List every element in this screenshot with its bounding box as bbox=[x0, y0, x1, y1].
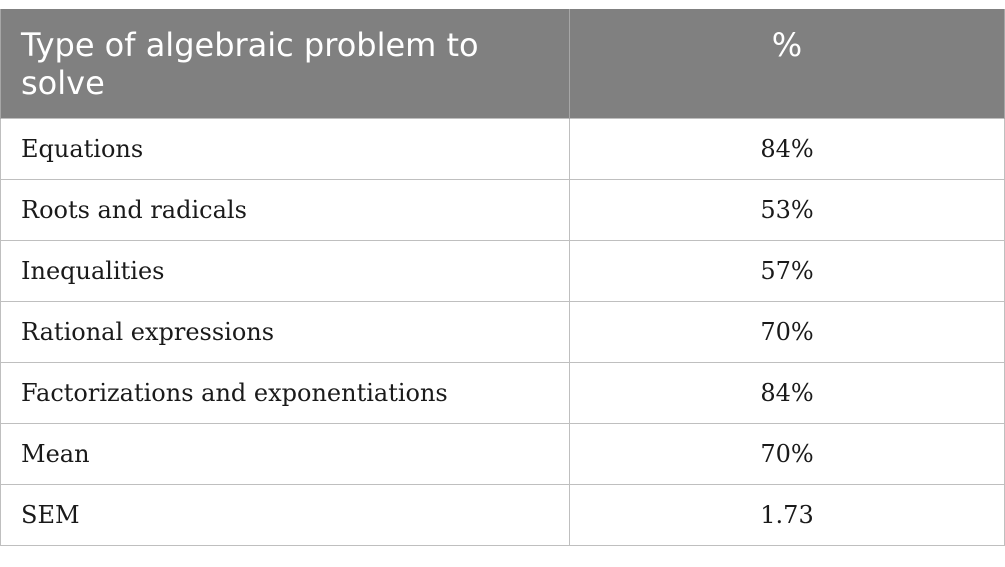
row-value: 53% bbox=[569, 178, 1005, 241]
table-row: Inequalities 57% bbox=[0, 239, 1005, 302]
table-row: Factorizations and exponentiations 84% bbox=[0, 361, 1005, 424]
row-value: 57% bbox=[569, 239, 1005, 302]
table-row: Equations 84% bbox=[0, 117, 1005, 180]
row-label: Inequalities bbox=[0, 239, 570, 302]
header-row: Type of algebraic problem to solve % bbox=[0, 9, 1005, 118]
row-label: Roots and radicals bbox=[0, 178, 570, 241]
table-row: Roots and radicals 53% bbox=[0, 178, 1005, 241]
table-row: Mean 70% bbox=[0, 422, 1005, 485]
row-label: Rational expressions bbox=[0, 300, 570, 363]
row-label: SEM bbox=[0, 483, 570, 546]
header-problem-type: Type of algebraic problem to solve bbox=[0, 9, 570, 118]
row-label: Factorizations and exponentiations bbox=[0, 361, 570, 424]
row-value: 84% bbox=[569, 117, 1005, 180]
row-label: Mean bbox=[0, 422, 570, 485]
table-header: Type of algebraic problem to solve % bbox=[0, 9, 1005, 118]
row-value: 70% bbox=[569, 422, 1005, 485]
row-value: 1.73 bbox=[569, 483, 1005, 546]
row-value: 84% bbox=[569, 361, 1005, 424]
table-row: SEM 1.73 bbox=[0, 483, 1005, 546]
table-body: Equations 84% Roots and radicals 53% Ine… bbox=[0, 117, 1005, 546]
data-table: Type of algebraic problem to solve % Equ… bbox=[0, 9, 1005, 546]
table-row: Rational expressions 70% bbox=[0, 300, 1005, 363]
row-label: Equations bbox=[0, 117, 570, 180]
row-value: 70% bbox=[569, 300, 1005, 363]
header-percent: % bbox=[569, 9, 1005, 118]
